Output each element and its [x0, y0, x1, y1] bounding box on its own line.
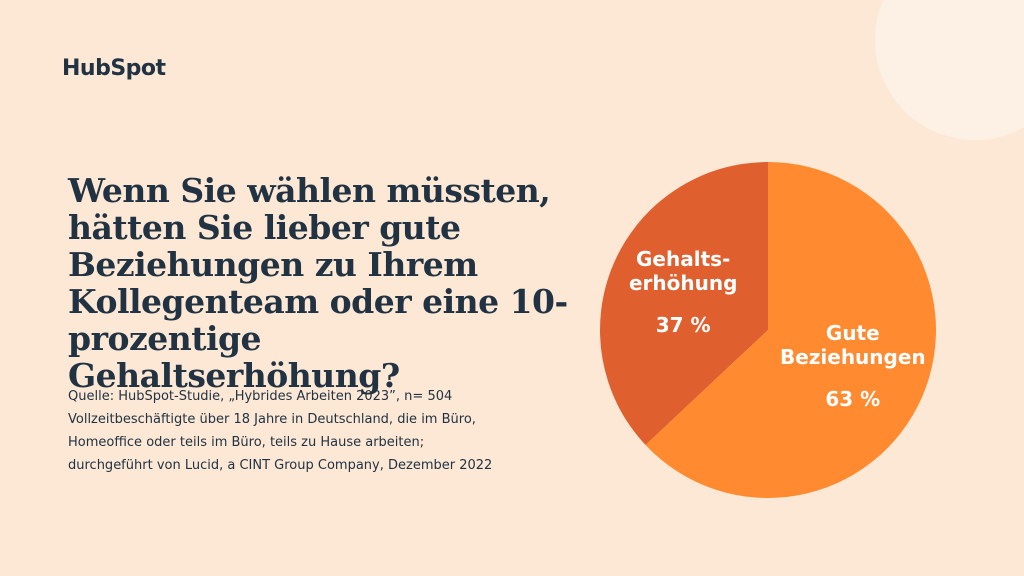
pie-slice	[600, 162, 768, 446]
pie-slice	[645, 162, 936, 498]
value-label: 37 %	[655, 313, 711, 338]
slice-label: Gute Beziehungen	[779, 320, 926, 369]
source-note: Quelle: HubSpot-Studie, „Hybrides Arbeit…	[68, 389, 493, 473]
logo: HubSpot	[62, 56, 166, 81]
decor-circle	[875, 0, 1024, 140]
value-label: 63 %	[825, 386, 881, 411]
slice-label: Gehalts- erhöhung	[628, 247, 738, 296]
chart-title: Wenn Sie wählen müssten, hätten Sie lieb…	[68, 171, 568, 395]
